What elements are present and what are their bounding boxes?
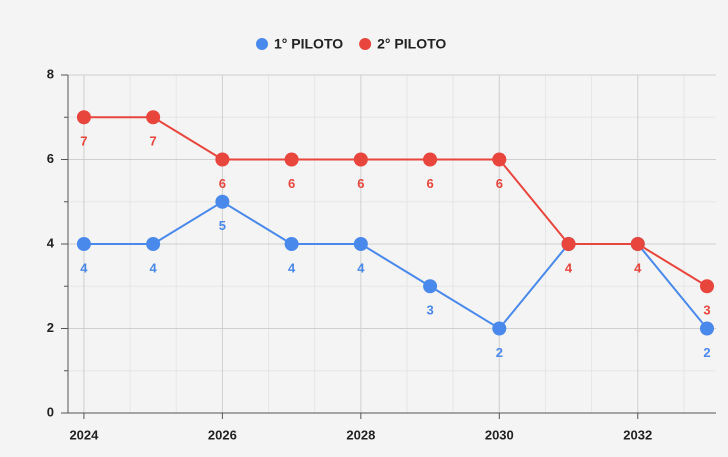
point	[492, 321, 507, 336]
point	[76, 237, 91, 251]
point	[423, 152, 438, 167]
data-label: 4	[80, 260, 88, 275]
data-label: 3	[426, 303, 433, 318]
data-label: 2	[496, 345, 503, 360]
data-label: 4	[634, 260, 642, 275]
data-label: 4	[288, 260, 296, 275]
x-tick-label: 2028	[346, 427, 375, 442]
point	[215, 152, 230, 167]
series-line	[83, 200, 708, 330]
point	[215, 194, 230, 209]
x-tick-label: 2024	[69, 427, 99, 442]
data-label: 6	[357, 176, 364, 191]
legend-marker	[256, 38, 268, 50]
y-tick-label: 6	[47, 151, 54, 166]
point	[353, 237, 368, 251]
data-label: 3	[703, 303, 710, 318]
point	[146, 110, 161, 125]
data-label: 4	[357, 260, 365, 275]
x-tick-label: 2030	[485, 427, 514, 442]
point	[284, 237, 299, 251]
data-label: 6	[426, 176, 433, 191]
y-tick-label: 8	[47, 66, 54, 81]
point	[284, 152, 299, 167]
y-tick-label: 2	[47, 320, 54, 335]
legend: 1° PILOTO 2° PILOTO	[256, 36, 446, 52]
point	[630, 237, 645, 251]
data-label: 7	[150, 134, 157, 149]
legend-marker	[359, 38, 372, 50]
x-tick-label: 2026	[208, 427, 237, 442]
data-label: 6	[288, 176, 295, 191]
series-line	[83, 116, 708, 288]
point	[561, 237, 576, 251]
data-label: 2	[703, 345, 710, 360]
data-label: 6	[496, 176, 503, 191]
point	[700, 321, 714, 336]
legend-label: 2° PILOTO	[377, 36, 446, 52]
data-label: 4	[150, 260, 158, 275]
point	[700, 279, 714, 294]
y-tick-label: 4	[47, 235, 55, 250]
data-label: 4	[565, 260, 573, 275]
data-label: 7	[80, 134, 87, 149]
point	[353, 152, 368, 167]
legend-label: 1° PILOTO	[274, 36, 343, 52]
y-tick-label: 0	[47, 404, 54, 419]
point	[492, 152, 507, 167]
point	[423, 279, 438, 294]
data-label: 6	[219, 176, 226, 191]
x-tick-label: 2032	[623, 427, 652, 442]
point	[76, 110, 91, 125]
data-label: 5	[219, 218, 226, 233]
point	[146, 237, 161, 251]
